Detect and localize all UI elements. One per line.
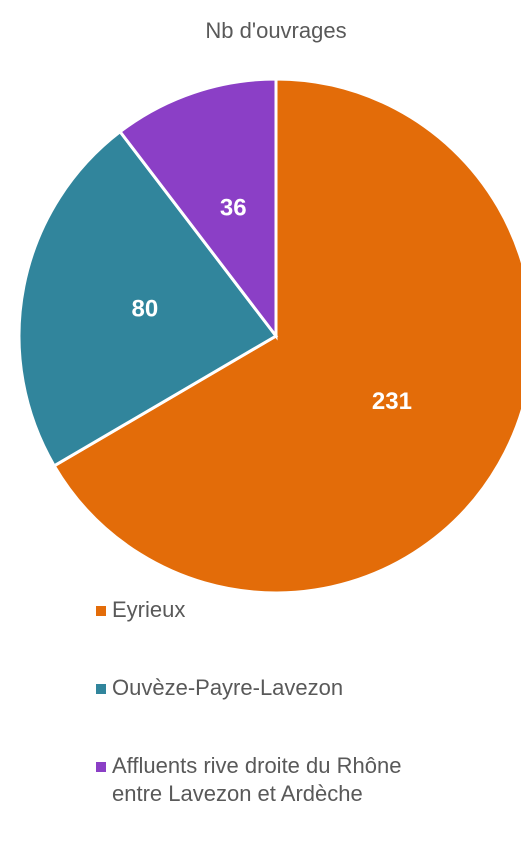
legend-label: Eyrieux — [112, 597, 186, 622]
legend-label: Affluents rive droite du Rhône entre Lav… — [112, 753, 402, 806]
chart-title: Nb d'ouvrages — [205, 18, 346, 43]
legend-item: Affluents rive droite du Rhône entre Lav… — [96, 752, 436, 808]
legend-item: Ouvèze-Payre-Lavezon — [96, 674, 436, 702]
legend: Eyrieux Ouvèze-Payre-Lavezon Affluents riv… — [96, 596, 436, 858]
data-label: 231 — [372, 388, 412, 415]
data-label: 36 — [220, 195, 247, 222]
legend-swatch — [96, 684, 106, 694]
pie-slice — [117, 77, 278, 341]
pie-slice — [52, 77, 521, 595]
pie-slice — [17, 129, 279, 468]
page: {"chart_data": {"type": "pie", "title": … — [17, 18, 521, 806]
legend-item: Eyrieux — [96, 596, 436, 624]
chart: Nb d'ouvrages 231 80 36 — [17, 18, 521, 595]
legend-label: Ouvèze-Payre-Lavezon — [112, 675, 344, 700]
legend-swatch — [96, 762, 106, 772]
data-label: 80 — [132, 295, 159, 322]
legend-swatch — [96, 606, 106, 616]
